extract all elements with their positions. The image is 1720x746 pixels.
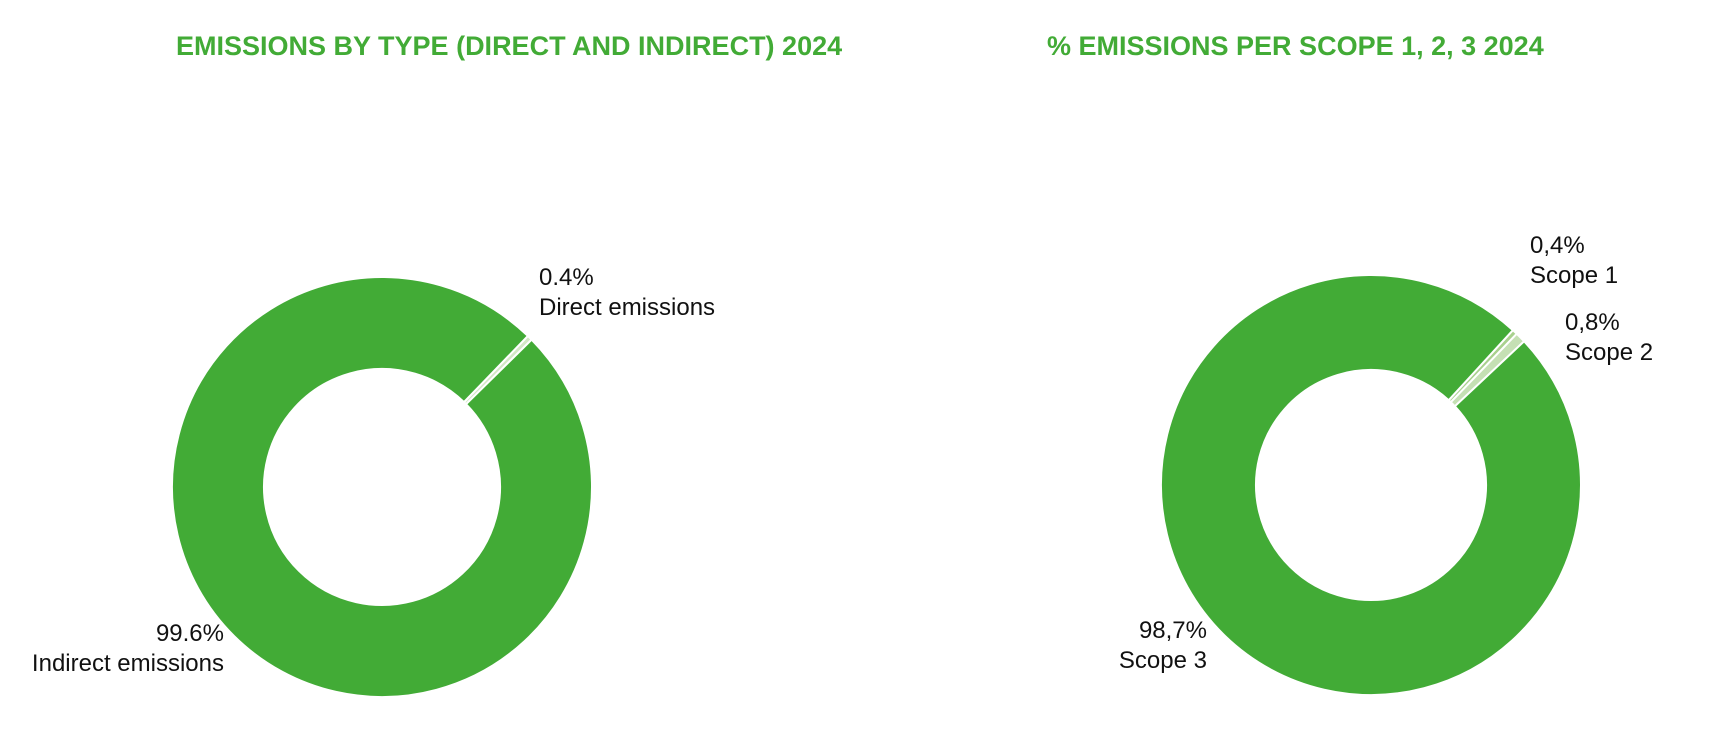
value-label: 0.4% [539,264,594,291]
donut-slice [171,276,593,699]
donut-slice [1160,274,1582,696]
value-label: 99.6% [156,620,224,647]
category-label: Indirect emissions [32,650,224,677]
chart-title: EMISSIONS BY TYPE (DIRECT AND INDIRECT) … [176,31,843,61]
value-label: 98,7% [1139,617,1207,644]
chart-title: % EMISSIONS PER SCOPE 1, 2, 3 2024 [1047,31,1544,61]
category-label: Direct emissions [539,294,715,321]
value-label: 0,8% [1565,309,1620,336]
category-label: Scope 2 [1565,339,1653,366]
category-label: Scope 3 [1119,647,1207,674]
value-label: 0,4% [1530,232,1585,259]
category-label: Scope 1 [1530,262,1618,289]
